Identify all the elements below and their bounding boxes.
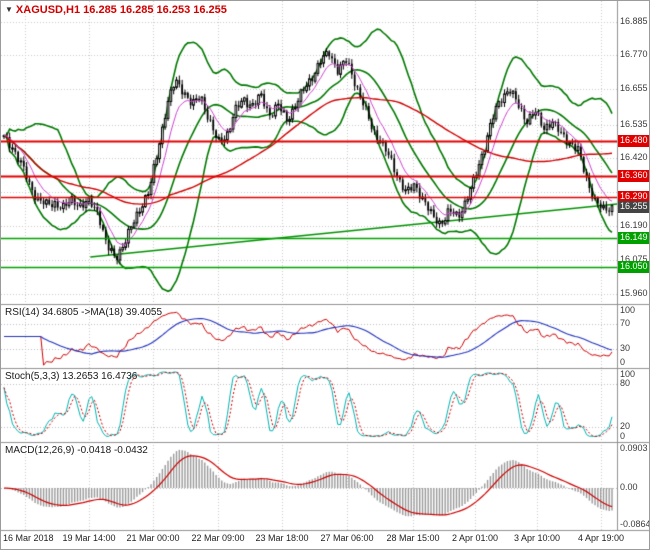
price-tick-label: 16.770 <box>620 49 648 59</box>
chart-title: ▼ XAGUSD,H1 16.285 16.285 16.253 16.255 <box>5 5 227 16</box>
level-price-badge: 16.149 <box>618 232 649 244</box>
time-axis-label: 23 Mar 18:00 <box>255 533 309 543</box>
symbol-dropdown-icon[interactable]: ▼ <box>5 5 13 14</box>
time-axis-label: 21 Mar 00:00 <box>126 533 180 543</box>
time-axis-label: 19 Mar 14:00 <box>62 533 116 543</box>
macd-label: MACD(12,26,9) -0.0418 -0.0432 <box>5 445 148 456</box>
stoch-tick-label: 80 <box>620 378 631 388</box>
time-axis-label: 4 Apr 19:00 <box>577 533 625 543</box>
price-tick-label: 16.885 <box>620 16 648 26</box>
stoch-tick-label: 100 <box>620 369 636 379</box>
price-tick-label: 15.960 <box>620 288 648 298</box>
stoch-tick-label: 20 <box>620 421 631 431</box>
macd-tick-label: 0.00 <box>620 482 638 492</box>
price-tick-label: 16.190 <box>620 220 648 230</box>
time-axis-label: 27 Mar 06:00 <box>320 533 374 543</box>
macd-tick-label: -0.0864 <box>620 519 650 529</box>
rsi-tick-label: 0 <box>620 357 626 367</box>
time-axis-label: 16 Mar 2018 <box>3 533 54 543</box>
price-tick-label: 16.535 <box>620 119 648 129</box>
level-price-badge: 16.360 <box>618 170 649 182</box>
level-price-badge: 16.480 <box>618 135 649 147</box>
price-tick-label: 16.075 <box>620 254 648 264</box>
rsi-label: RSI(14) 34.6805 ->MA(18) 39.4055 <box>5 307 163 318</box>
stoch-label: Stoch(5,3,3) 13.2653 16.4736 <box>5 371 138 382</box>
time-axis-label: 3 Apr 10:00 <box>513 533 561 543</box>
rsi-tick-label: 30 <box>620 343 631 353</box>
macd-tick-label: 0.0903 <box>620 443 648 453</box>
level-price-badge: 16.050 <box>618 261 649 273</box>
time-axis[interactable] <box>1 530 649 549</box>
level-price-badge: 16.290 <box>618 191 649 203</box>
price-axis[interactable] <box>617 1 649 530</box>
time-axis-label: 28 Mar 15:00 <box>386 533 440 543</box>
time-axis-label: 2 Apr 01:00 <box>451 533 499 543</box>
rsi-tick-label: 70 <box>620 318 631 328</box>
chart-title-text: XAGUSD,H1 16.285 16.285 16.253 16.255 <box>15 4 227 16</box>
current-price-badge: 16.255 <box>618 201 649 213</box>
price-tick-label: 16.655 <box>620 83 648 93</box>
stoch-tick-label: 0 <box>620 431 626 441</box>
time-axis-label: 22 Mar 09:00 <box>191 533 245 543</box>
rsi-tick-label: 100 <box>620 305 636 315</box>
price-tick-label: 16.420 <box>620 152 648 162</box>
